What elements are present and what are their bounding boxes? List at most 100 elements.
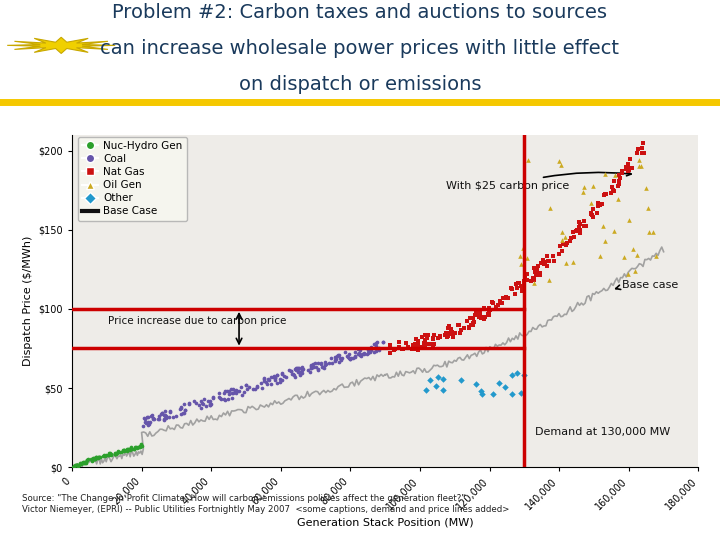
Point xyxy=(213,393,225,401)
Point xyxy=(243,383,254,391)
Point xyxy=(574,218,585,227)
Point xyxy=(223,386,235,395)
Point xyxy=(333,358,345,367)
Point xyxy=(531,266,543,275)
Point xyxy=(521,275,533,284)
Point xyxy=(546,252,558,260)
Point xyxy=(218,394,230,403)
Point xyxy=(165,408,176,417)
Point xyxy=(473,313,485,322)
Point xyxy=(370,346,382,355)
Point xyxy=(642,204,654,213)
Point xyxy=(71,460,82,469)
Point xyxy=(464,323,475,332)
Point xyxy=(191,399,202,407)
Point xyxy=(634,161,645,170)
Point xyxy=(521,253,532,262)
Point xyxy=(566,234,577,242)
Point xyxy=(256,383,267,392)
Point xyxy=(482,310,493,319)
Point xyxy=(556,236,567,245)
Point xyxy=(469,311,481,320)
Point xyxy=(587,181,598,190)
Point xyxy=(122,444,134,453)
Point xyxy=(607,185,618,194)
Point xyxy=(353,345,364,353)
Point xyxy=(128,444,140,453)
Point xyxy=(622,269,634,278)
Point xyxy=(126,444,138,453)
Point xyxy=(68,461,80,470)
Point xyxy=(521,269,533,278)
Point xyxy=(204,396,216,405)
Point xyxy=(535,258,546,267)
Point xyxy=(106,449,117,458)
Point xyxy=(125,446,136,454)
Point xyxy=(115,448,127,457)
Point xyxy=(363,345,374,354)
Point xyxy=(284,366,295,375)
Point xyxy=(454,329,465,338)
Point xyxy=(525,276,536,285)
Point xyxy=(80,458,91,467)
Point xyxy=(118,447,130,456)
Point xyxy=(147,414,158,422)
Point xyxy=(112,447,124,455)
Point xyxy=(175,403,186,411)
Point xyxy=(553,249,564,258)
Point xyxy=(128,444,140,453)
Point xyxy=(268,372,279,380)
Legend: Nuc-Hydro Gen, Coal, Nat Gas, Oil Gen, Other, Base Case: Nuc-Hydro Gen, Coal, Nat Gas, Oil Gen, O… xyxy=(78,137,186,221)
Point xyxy=(438,374,449,383)
Point xyxy=(160,411,171,420)
Point xyxy=(528,274,540,282)
Point xyxy=(79,458,91,467)
Point xyxy=(396,345,408,353)
Point xyxy=(131,444,143,453)
Point xyxy=(492,300,503,309)
Point xyxy=(534,268,546,277)
Point xyxy=(215,395,227,403)
Point xyxy=(557,240,569,248)
Point xyxy=(240,380,252,389)
Point xyxy=(334,354,346,363)
Point xyxy=(500,294,511,303)
Point xyxy=(184,400,195,409)
Point xyxy=(297,364,308,373)
Point xyxy=(511,369,523,377)
Point xyxy=(276,370,287,379)
Point xyxy=(297,365,309,374)
Point xyxy=(109,448,121,457)
Point xyxy=(88,454,99,463)
Point xyxy=(122,447,133,455)
Point xyxy=(174,404,186,413)
Point xyxy=(578,183,590,191)
Point xyxy=(194,401,205,409)
Point xyxy=(542,257,554,266)
Point xyxy=(556,161,567,170)
Point xyxy=(145,411,156,420)
Point xyxy=(446,328,457,336)
Point xyxy=(428,334,439,342)
Point xyxy=(286,367,297,375)
Point xyxy=(88,455,99,463)
Point xyxy=(538,259,549,268)
Point xyxy=(616,167,628,176)
Point xyxy=(134,442,145,451)
Point xyxy=(402,342,414,351)
Point xyxy=(651,252,662,260)
Point xyxy=(157,409,168,417)
Point xyxy=(614,174,626,183)
Point xyxy=(575,226,586,235)
Point xyxy=(369,340,380,349)
Point xyxy=(483,311,495,320)
Point xyxy=(534,271,545,279)
Point xyxy=(147,414,158,423)
Point xyxy=(258,374,270,383)
Point xyxy=(350,352,361,361)
Point xyxy=(593,199,604,207)
Point xyxy=(78,458,89,467)
Point xyxy=(609,171,621,179)
Point xyxy=(487,299,498,307)
Point xyxy=(419,342,431,351)
